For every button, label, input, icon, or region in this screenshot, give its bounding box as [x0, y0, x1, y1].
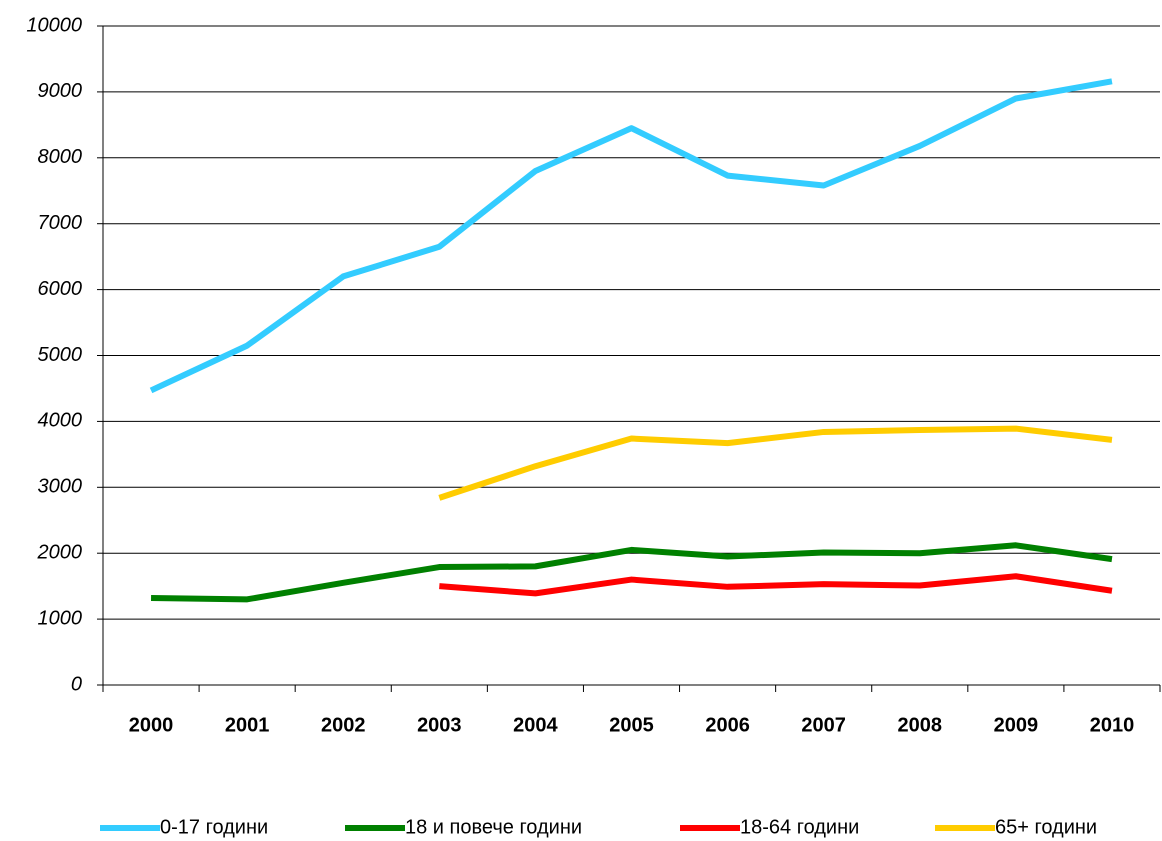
series-line — [151, 542, 1113, 603]
x-tick-label: 2002 — [321, 714, 366, 736]
x-tick-label: 2007 — [801, 714, 846, 736]
y-tick-label: 3000 — [38, 476, 83, 498]
y-tick-label: 10000 — [26, 14, 82, 36]
x-tick-label: 2004 — [513, 714, 558, 736]
x-tick-label: 2005 — [609, 714, 654, 736]
x-tick-label: 2006 — [705, 714, 750, 736]
legend-label: 65+ години — [995, 816, 1097, 838]
x-tick-label: 2010 — [1090, 714, 1135, 736]
x-tick-label: 2000 — [129, 714, 174, 736]
y-tick-label: 2000 — [37, 541, 83, 563]
y-tick-label: 7000 — [38, 212, 83, 234]
y-tick-label: 6000 — [38, 278, 83, 300]
legend-label: 18 и повече години — [405, 816, 582, 838]
x-tick-label: 2001 — [225, 714, 270, 736]
legend-label: 0-17 години — [160, 816, 268, 838]
legend-label: 18-64 години — [740, 816, 859, 838]
y-tick-label: 9000 — [38, 80, 83, 102]
series-line — [439, 573, 1113, 597]
x-tick-label: 2003 — [417, 714, 462, 736]
y-tick-label: 8000 — [38, 146, 83, 168]
y-tick-label: 4000 — [38, 410, 83, 432]
x-tick-label: 2009 — [994, 714, 1039, 736]
y-tick-label: 0 — [71, 673, 82, 695]
y-tick-label: 5000 — [38, 344, 83, 366]
x-tick-label: 2008 — [898, 714, 943, 736]
y-tick-label: 1000 — [38, 607, 83, 629]
series-line — [438, 425, 1113, 501]
series-line — [149, 78, 1113, 394]
